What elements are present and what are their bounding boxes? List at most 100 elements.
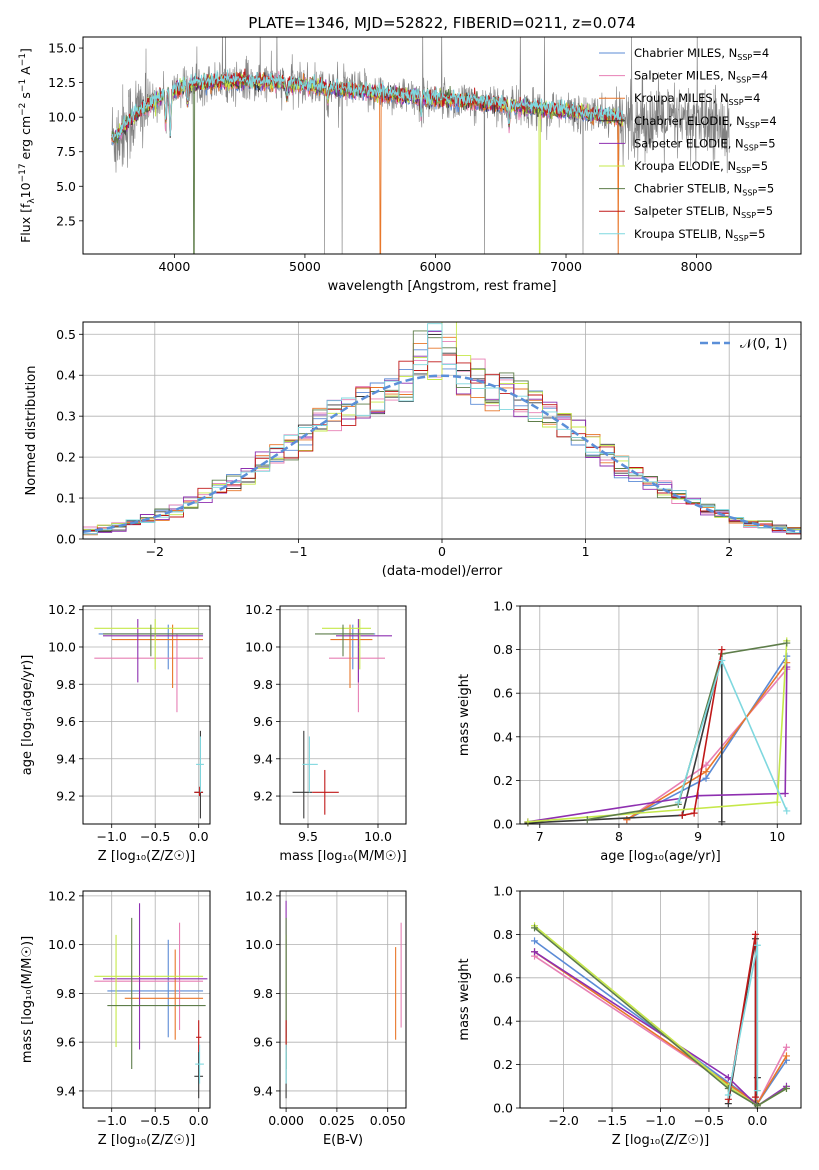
weight-line-kroupa-stelib — [727, 945, 759, 1096]
x-tick-label: 4000 — [158, 259, 190, 274]
x-axis-label: age [log₁₀(age/yr)] — [600, 849, 721, 864]
y-tick-label: 10.0 — [48, 639, 76, 654]
y-axis-label: mass [log₁₀(M/M☉)] — [20, 936, 35, 1063]
x-tick-label: 8000 — [681, 259, 713, 274]
y-tick-label: 10.0 — [48, 110, 76, 125]
age-vs-mass-panel: 9.5 10.0 9.2 9.4 9.6 9.8 10.0 10.2 mass [log₁₀(M… — [245, 602, 407, 864]
y-tick-label: 2.5 — [56, 213, 76, 228]
weight-marker — [782, 1043, 790, 1051]
x-axis-label: mass [log₁₀(M/M☉)] — [279, 849, 406, 864]
x-tick-label: 0 — [438, 544, 446, 559]
x-tick-label: 0.000 — [268, 1113, 304, 1128]
weight-marker — [531, 924, 539, 932]
weight-line-chabrier-stelib — [533, 927, 787, 1107]
residuals-panel: −2 −1 0 1 2 0.0 0.1 0.2 0.3 0.4 0.5 (data-model)/er… — [24, 321, 802, 579]
x-axis-label: (data-model)/error — [382, 564, 503, 579]
x-tick-label: 0.025 — [319, 1113, 355, 1128]
x-tick-label: 6000 — [420, 259, 452, 274]
legend-label: 𝒩(0, 1) — [740, 337, 787, 352]
y-tick-label: 0.3 — [56, 409, 76, 424]
x-tick-label: −0.5 — [694, 1113, 724, 1128]
y-tick-label: 9.6 — [56, 1035, 76, 1050]
x-tick-label: 0.0 — [189, 829, 209, 844]
axes-frame — [82, 605, 211, 825]
weight-marker — [773, 798, 781, 806]
weight-marker — [782, 1052, 790, 1060]
x-tick-label: 0.0 — [747, 1113, 767, 1128]
weight-marker — [724, 1074, 732, 1082]
weight-line-salpeter-elodie — [534, 951, 787, 1107]
y-tick-label: 1.0 — [493, 599, 513, 614]
x-tick-label: −2 — [146, 544, 164, 559]
x-tick-label: 7000 — [550, 259, 582, 274]
weight-marker — [753, 1087, 761, 1095]
y-axis-label: mass weight — [457, 958, 472, 1040]
y-tick-label: 9.6 — [56, 714, 76, 729]
y-tick-label: 0.6 — [493, 686, 513, 701]
x-tick-label: 10.0 — [364, 829, 392, 844]
weight-marker — [751, 1093, 759, 1101]
legend-label: Kroupa ELODIE, NSSP=5 — [634, 159, 768, 175]
y-tick-label: 0.6 — [493, 970, 513, 985]
model-spectrum-kroupa-stelib — [111, 69, 624, 141]
legend-label: Salpeter ELODIE, NSSP=5 — [634, 136, 776, 152]
weight-marker — [724, 1091, 732, 1099]
y-tick-label: 0.0 — [493, 1101, 513, 1116]
y-tick-label: 0.5 — [56, 327, 76, 342]
x-tick-label: −0.5 — [140, 829, 170, 844]
weight-marker — [782, 1084, 790, 1092]
y-axis-label: Flux [fλ10−17 erg cm−2 s−1 A−1] — [18, 48, 37, 243]
y-tick-label: 9.2 — [56, 789, 76, 804]
y-tick-label: 9.4 — [253, 751, 273, 766]
y-tick-label: 9.4 — [253, 1083, 273, 1098]
y-tick-label: 9.4 — [56, 1083, 76, 1098]
x-tick-label: 8 — [615, 829, 623, 844]
x-tick-label: 7 — [536, 829, 544, 844]
x-tick-label: 9.5 — [298, 829, 318, 844]
axes-frame — [519, 605, 802, 825]
weight-marker — [531, 937, 539, 945]
weight-marker — [783, 639, 791, 647]
weight-marker — [781, 789, 789, 797]
x-tick-label: −1 — [289, 544, 307, 559]
y-tick-label: 0.8 — [493, 927, 513, 942]
x-tick-label: 1 — [582, 544, 590, 559]
weight-marker — [718, 657, 726, 664]
y-axis-label: Normed distribution — [24, 366, 39, 496]
mass-vs-EBV-panel: 0.000 0.025 0.050 9.4 9.6 9.8 10.0 10.2 E(B-V) — [245, 888, 407, 1148]
y-tick-label: 15.0 — [48, 41, 76, 56]
weight-line-salpeter-elodie — [527, 666, 788, 823]
y-tick-label: 0.4 — [493, 1014, 513, 1029]
legend-label: Chabrier STELIB, NSSP=5 — [634, 182, 774, 198]
weight-marker — [718, 646, 726, 654]
x-axis-label: Z [log₁₀(Z/Z☉)] — [98, 1133, 195, 1148]
weight-vs-Z-panel: −2.0 −1.5 −1.0 −0.5 0.0 0.0 0.2 0.4 0.6 0.8 1.0 Z [… — [457, 884, 802, 1148]
x-tick-label: −0.5 — [140, 1113, 170, 1128]
x-axis-label: wavelength [Angstrom, rest frame] — [328, 279, 557, 294]
legend-label: Chabrier ELODIE, NSSP=4 — [634, 114, 777, 130]
y-tick-label: 10.2 — [245, 602, 273, 617]
legend-label: Salpeter MILES, NSSP=4 — [634, 69, 768, 85]
weight-marker — [531, 948, 539, 956]
y-tick-label: 9.8 — [56, 986, 76, 1001]
weight-marker — [583, 816, 591, 824]
weight-vs-age-panel: 7 8 9 10 0.0 0.2 0.4 0.6 0.8 1.0 age [log₁₀(age/yr… — [457, 599, 802, 864]
y-tick-label: 0.0 — [493, 817, 513, 832]
histogram-kroupa-stelib — [83, 323, 801, 537]
x-axis-label: Z [log₁₀(Z/Z☉)] — [612, 1133, 709, 1148]
axes-frame — [82, 36, 802, 255]
y-tick-label: 0.2 — [493, 1057, 513, 1072]
x-tick-label: 0.0 — [189, 1113, 209, 1128]
mass-vs-Z-panel: −1.0 −0.5 0.0 9.4 9.6 9.8 10.0 10.2 Z [log₁₀(Z/Z… — [20, 888, 211, 1148]
weight-marker — [674, 798, 682, 806]
x-axis-label: Z [log₁₀(Z/Z☉)] — [98, 849, 195, 864]
x-tick-label: 0.050 — [370, 1113, 406, 1128]
y-tick-label: 0.0 — [56, 532, 76, 547]
y-tick-label: 9.4 — [56, 751, 76, 766]
legend-label: Chabrier MILES, NSSP=4 — [634, 46, 769, 62]
legend-label: Kroupa STELIB, NSSP=5 — [634, 227, 765, 243]
x-axis-label: E(B-V) — [323, 1133, 363, 1148]
y-tick-label: 5.0 — [56, 179, 76, 194]
weight-marker — [783, 807, 791, 815]
